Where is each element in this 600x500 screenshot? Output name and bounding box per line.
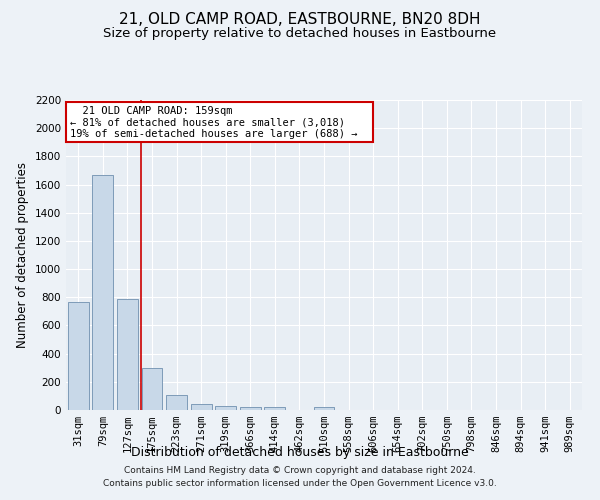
Bar [142,368,163,410]
Bar [191,404,212,410]
Y-axis label: Number of detached properties: Number of detached properties [16,162,29,348]
Bar [166,394,187,410]
Bar [314,407,334,410]
Bar [215,406,236,410]
Bar [240,407,261,410]
Bar [92,174,113,410]
Bar [68,302,89,410]
Text: 21 OLD CAMP ROAD: 159sqm
← 81% of detached houses are smaller (3,018)
19% of sem: 21 OLD CAMP ROAD: 159sqm ← 81% of detach… [70,106,370,139]
Bar [117,298,138,410]
Text: 21, OLD CAMP ROAD, EASTBOURNE, BN20 8DH: 21, OLD CAMP ROAD, EASTBOURNE, BN20 8DH [119,12,481,28]
Text: Contains HM Land Registry data © Crown copyright and database right 2024.
Contai: Contains HM Land Registry data © Crown c… [103,466,497,487]
Text: Distribution of detached houses by size in Eastbourne: Distribution of detached houses by size … [131,446,469,459]
Text: Size of property relative to detached houses in Eastbourne: Size of property relative to detached ho… [103,28,497,40]
Bar [265,407,286,410]
